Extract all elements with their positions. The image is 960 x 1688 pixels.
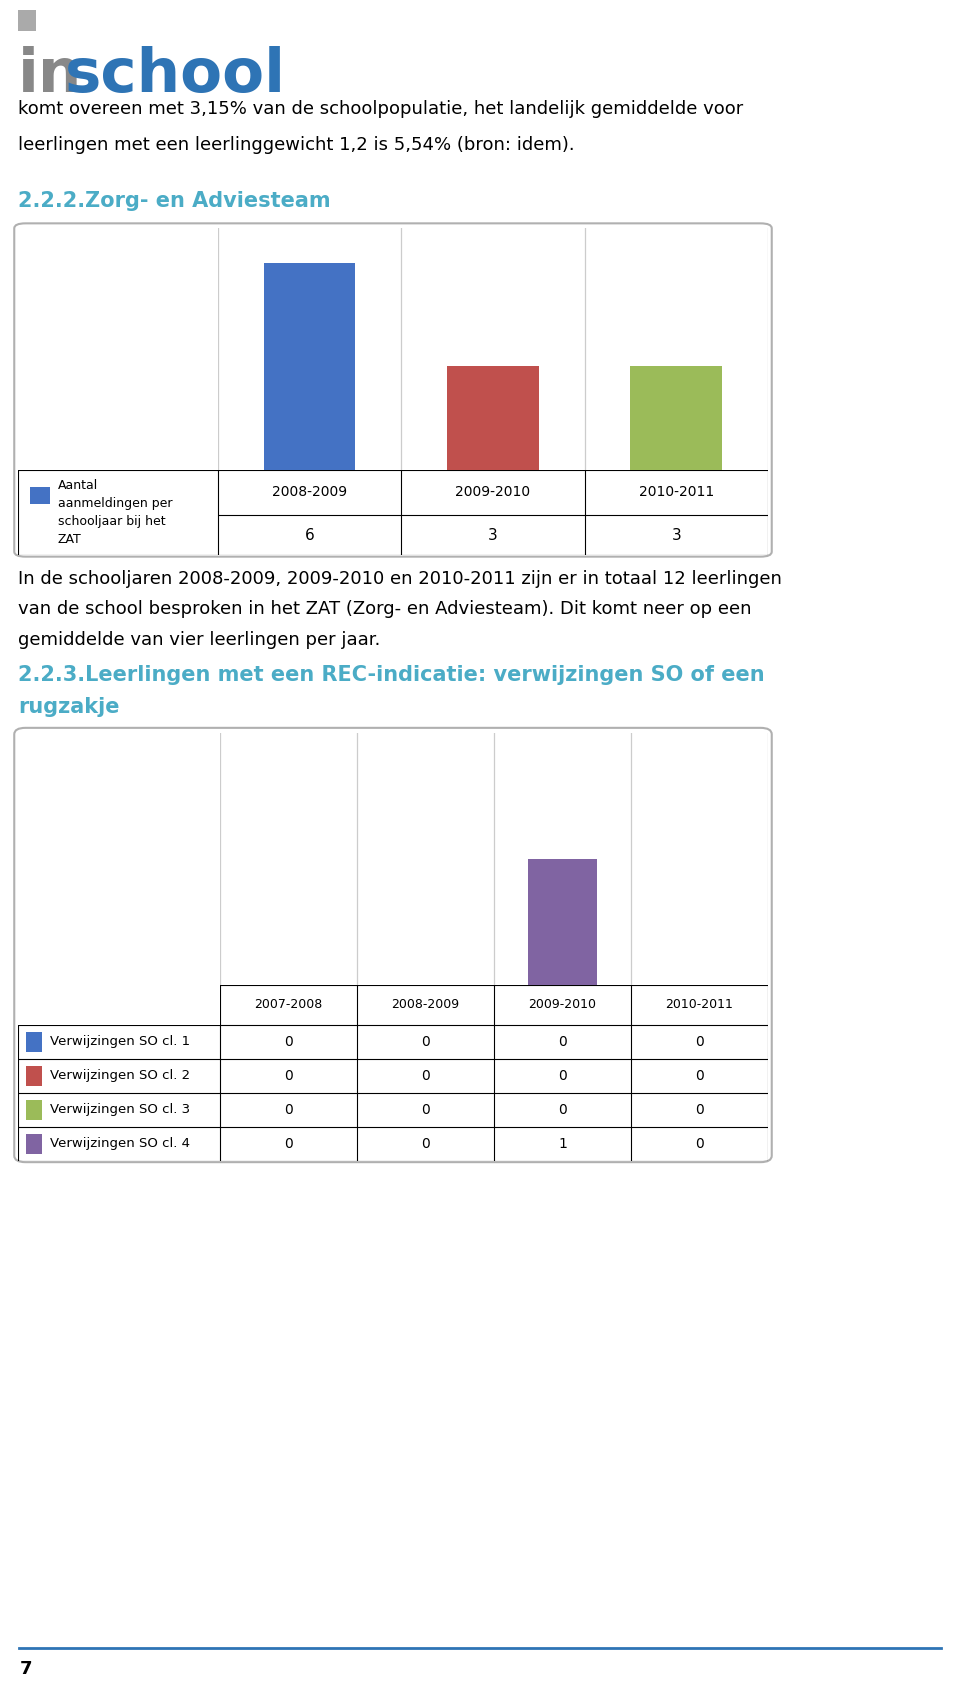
Text: 2007-2008: 2007-2008 [254, 999, 323, 1011]
Text: 2008-2009: 2008-2009 [392, 999, 460, 1011]
Text: 2010-2011: 2010-2011 [638, 486, 714, 500]
Text: In de schooljaren 2008-2009, 2009-2010 en 2010-2011 zijn er in totaal 12 leerlin: In de schooljaren 2008-2009, 2009-2010 e… [18, 571, 781, 587]
Text: 2008-2009: 2008-2009 [272, 486, 348, 500]
Text: 0: 0 [284, 1138, 293, 1151]
Bar [26, 1134, 42, 1155]
Text: 0: 0 [558, 1069, 566, 1084]
Bar [26, 1031, 42, 1052]
Text: Verwijzingen SO cl. 3: Verwijzingen SO cl. 3 [50, 1104, 190, 1116]
Text: 1: 1 [558, 1138, 567, 1151]
Text: 2.2.2.Zorg- en Adviesteam: 2.2.2.Zorg- en Adviesteam [18, 191, 330, 211]
Text: 0: 0 [695, 1102, 704, 1117]
Text: 0: 0 [421, 1035, 430, 1048]
Text: 0: 0 [558, 1102, 566, 1117]
Text: Aantal
aanmeldingen per
schooljaar bij het
ZAT: Aantal aanmeldingen per schooljaar bij h… [58, 479, 173, 545]
Text: 2009-2010: 2009-2010 [455, 486, 531, 500]
Text: 0: 0 [695, 1069, 704, 1084]
Text: 0: 0 [284, 1035, 293, 1048]
Text: komt overeen met 3,15% van de schoolpopulatie, het landelijk gemiddelde voor: komt overeen met 3,15% van de schoolpopu… [18, 100, 743, 118]
Text: rugzakje: rugzakje [18, 697, 119, 717]
Text: 7: 7 [20, 1659, 33, 1678]
Bar [26, 1065, 42, 1085]
Bar [30, 488, 50, 505]
Text: 2009-2010: 2009-2010 [529, 999, 596, 1011]
Text: 0: 0 [695, 1035, 704, 1048]
Text: 0: 0 [284, 1102, 293, 1117]
Bar [18, 10, 36, 30]
Text: in: in [18, 46, 83, 105]
Text: 0: 0 [284, 1069, 293, 1084]
FancyBboxPatch shape [14, 223, 772, 557]
Text: Verwijzingen SO cl. 2: Verwijzingen SO cl. 2 [50, 1070, 190, 1082]
Text: 2010-2011: 2010-2011 [665, 999, 733, 1011]
Bar [447, 366, 539, 469]
FancyBboxPatch shape [14, 728, 772, 1161]
Text: 6: 6 [304, 527, 315, 542]
Text: Verwijzingen SO cl. 1: Verwijzingen SO cl. 1 [50, 1035, 190, 1048]
Bar [631, 366, 722, 469]
Text: 3: 3 [488, 527, 498, 542]
Text: 0: 0 [421, 1138, 430, 1151]
Bar [264, 263, 355, 469]
Text: leerlingen met een leerlinggewicht 1,2 is 5,54% (bron: idem).: leerlingen met een leerlinggewicht 1,2 i… [18, 135, 575, 154]
Bar [528, 859, 597, 986]
Text: 0: 0 [558, 1035, 566, 1048]
Text: 0: 0 [695, 1138, 704, 1151]
Text: 0: 0 [421, 1069, 430, 1084]
Text: 0: 0 [421, 1102, 430, 1117]
Text: school: school [64, 46, 285, 105]
Text: 3: 3 [671, 527, 682, 542]
Text: 2.2.3.Leerlingen met een REC-indicatie: verwijzingen SO of een: 2.2.3.Leerlingen met een REC-indicatie: … [18, 665, 764, 685]
Text: Verwijzingen SO cl. 4: Verwijzingen SO cl. 4 [50, 1138, 190, 1151]
Bar [26, 1101, 42, 1121]
Text: gemiddelde van vier leerlingen per jaar.: gemiddelde van vier leerlingen per jaar. [18, 631, 380, 648]
Text: van de school besproken in het ZAT (Zorg- en Adviesteam). Dit komt neer op een: van de school besproken in het ZAT (Zorg… [18, 601, 752, 618]
